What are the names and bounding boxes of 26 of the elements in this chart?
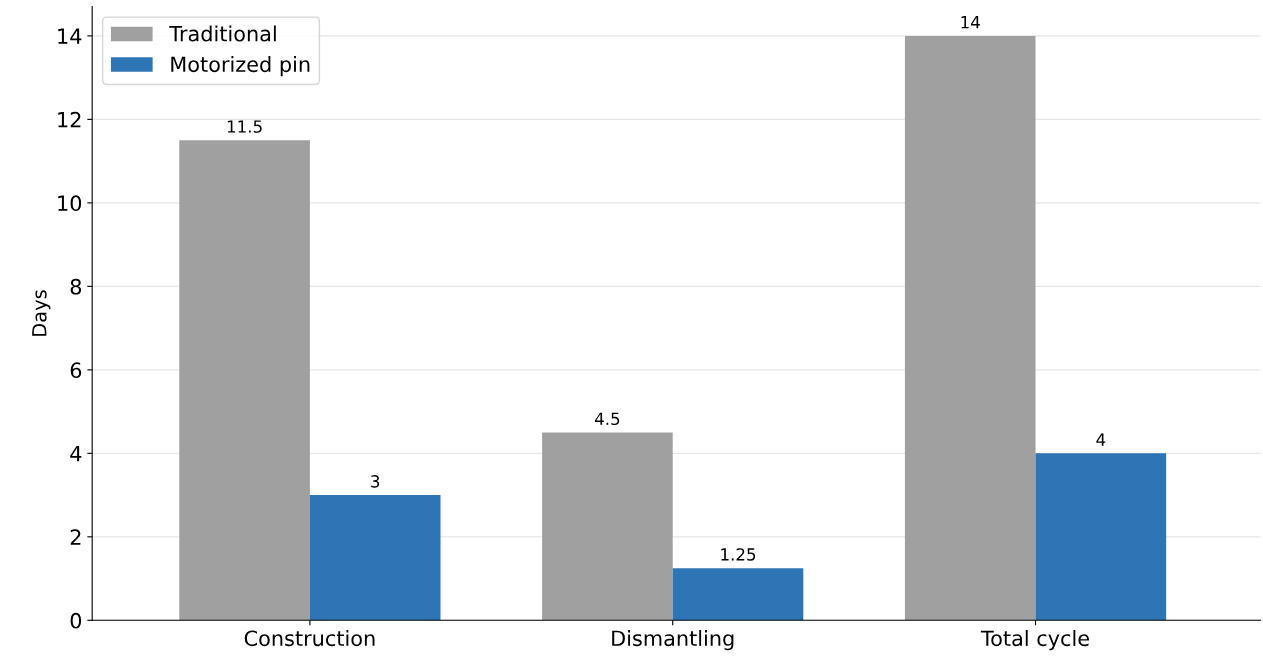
y-tick-label: 4 — [70, 446, 82, 462]
bar — [179, 140, 310, 621]
y-tick-label: 14 — [58, 28, 82, 44]
y-tick-label: 0 — [70, 612, 82, 629]
y-tick-label: 6 — [70, 362, 82, 379]
data-label: 11.5 — [227, 120, 262, 133]
data-label: 1.25 — [721, 548, 756, 561]
bar — [309, 495, 441, 621]
data-label: 4.5 — [594, 412, 620, 426]
bar — [904, 35, 1036, 621]
x-tick-label: Dismantling — [612, 630, 734, 651]
bar — [542, 432, 673, 621]
bar — [1035, 453, 1167, 621]
y-tick-label: 2 — [70, 529, 81, 545]
data-label: 3 — [371, 475, 380, 488]
legend-label: Traditional — [169, 25, 276, 42]
x-tick-label: Construction — [244, 630, 375, 647]
y-tick-label: 8 — [70, 278, 82, 295]
data-label: 14 — [961, 16, 980, 29]
bar — [672, 568, 804, 621]
x-tick-label: Total cycle — [980, 630, 1089, 651]
data-label: 4 — [1096, 433, 1106, 446]
y-tick-label: 10 — [58, 195, 82, 212]
y-tick-label: 12 — [58, 111, 81, 128]
y-axis-title: Days — [32, 290, 51, 336]
legend-label: Motorized pin — [171, 56, 310, 77]
